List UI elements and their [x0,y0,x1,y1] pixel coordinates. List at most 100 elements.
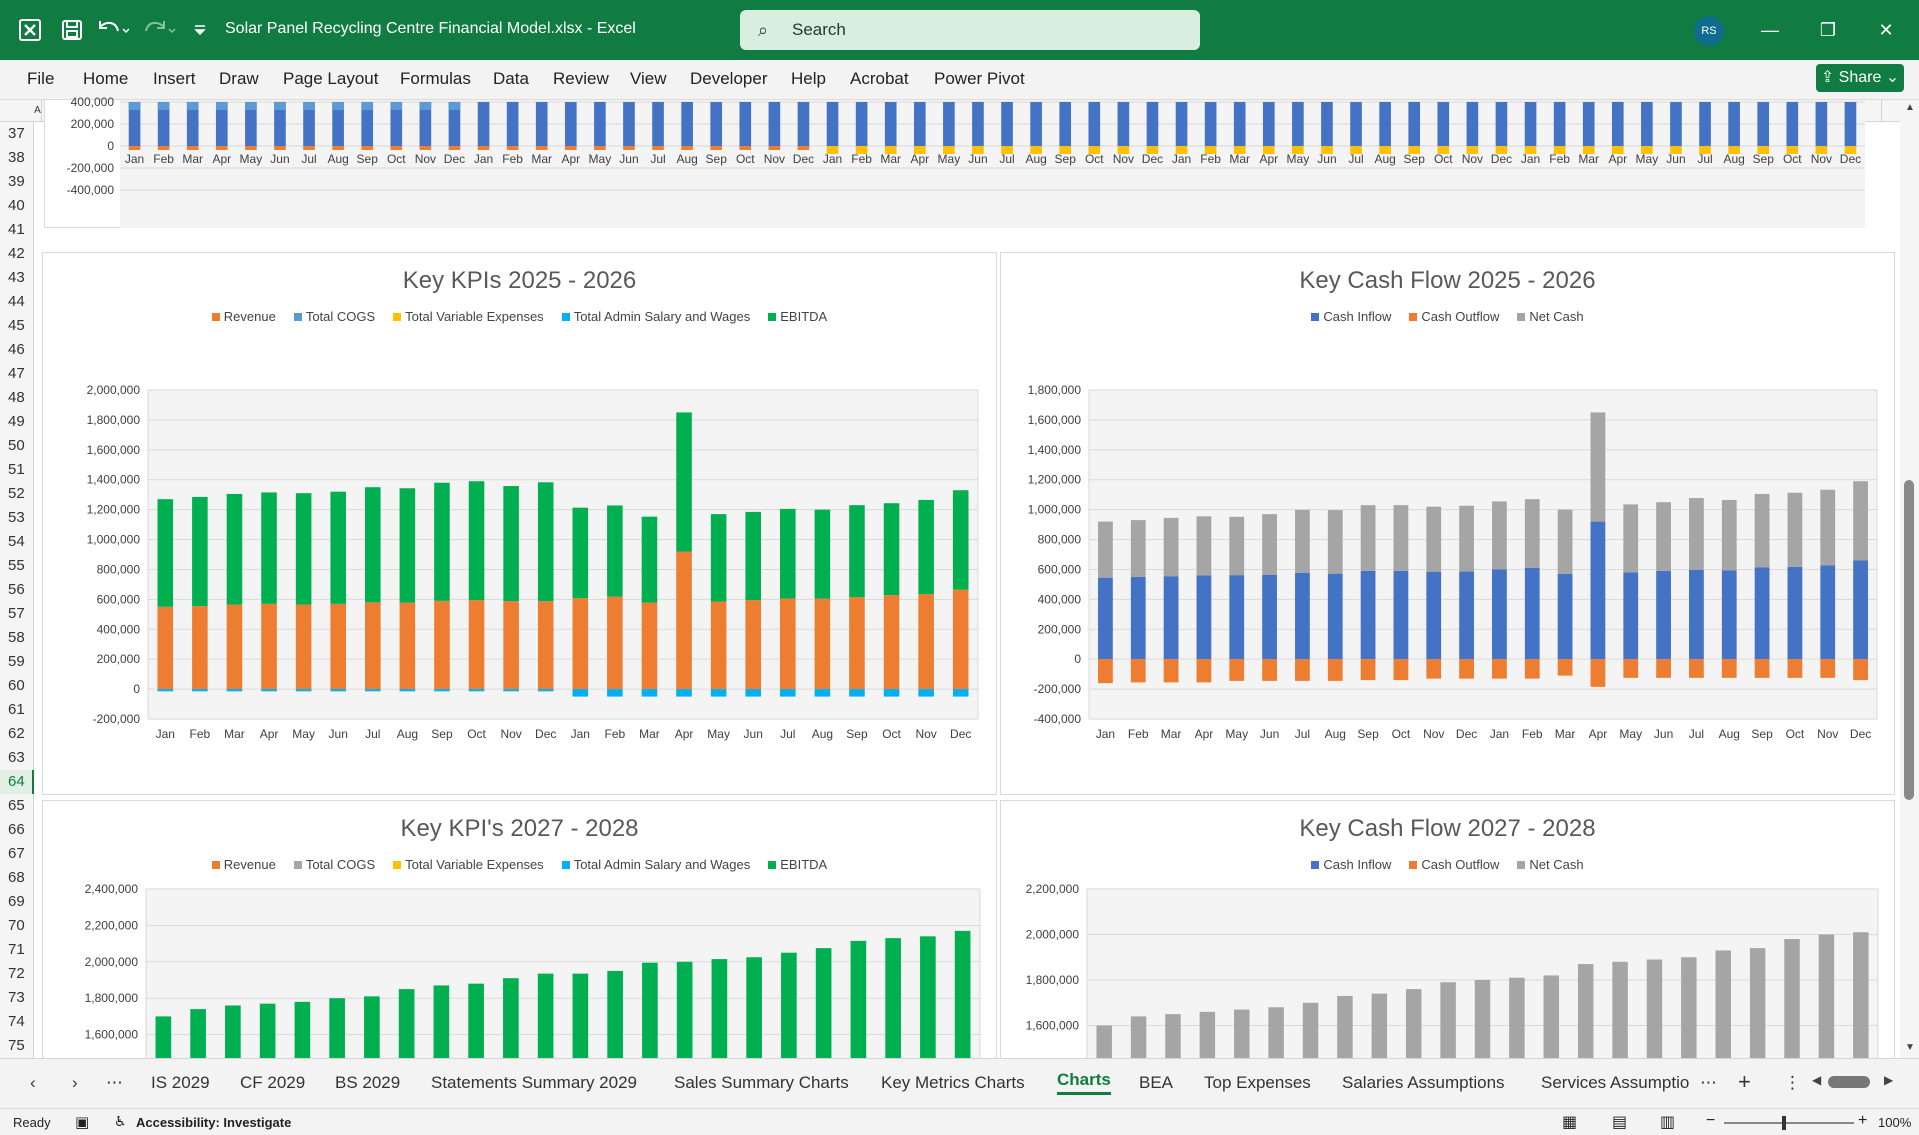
horizontal-scroll-thumb[interactable] [1828,1076,1870,1088]
row-header-48[interactable]: 48 [8,389,25,406]
search-box[interactable]: ⌕ Search [740,10,1200,50]
next-sheet-icon[interactable]: › [72,1073,78,1092]
sheet-tab-key-metrics-charts[interactable]: Key Metrics Charts [881,1073,1025,1092]
tab-view[interactable]: View [630,69,667,88]
row-header-39[interactable]: 39 [8,173,25,190]
row-header-67[interactable]: 67 [8,845,25,862]
save-icon[interactable] [56,14,88,46]
row-header-71[interactable]: 71 [8,941,25,958]
customize-quick-access-icon[interactable] [190,14,210,46]
row-header-57[interactable]: 57 [8,605,25,622]
row-header-70[interactable]: 70 [8,917,25,934]
tab-data[interactable]: Data [493,69,529,88]
minimize-icon[interactable]: — [1761,20,1779,40]
add-sheet-icon[interactable]: + [1738,1069,1751,1094]
row-header-59[interactable]: 59 [8,653,25,670]
tab-page-layout[interactable]: Page Layout [283,69,379,88]
chart-top-partial[interactable]: 400,000 200,000 0 -200,000 -400,000 Jan Feb Mar… [44,95,1865,228]
row-header-72[interactable]: 72 [8,965,25,982]
chart-key-cash-flow-2027[interactable]: Key Cash Flow 2027 - 2028 Cash Inflow Cas… [1000,800,1895,1078]
sheet-tab-bs-2029[interactable]: BS 2029 [335,1073,401,1092]
scroll-down-icon[interactable]: ▼ [1905,1042,1915,1053]
row-header-60[interactable]: 60 [8,677,25,694]
row-header-49[interactable]: 49 [8,413,25,430]
macro-record-icon[interactable]: ▣ [75,1114,90,1131]
tab-help[interactable]: Help [791,69,826,88]
row-header-46[interactable]: 46 [8,341,25,358]
tab-formulas[interactable]: Formulas [400,69,471,88]
share-button[interactable]: ⇪ Share ⌄ [1816,64,1904,92]
user-avatar[interactable]: RS [1694,16,1724,46]
undo-icon[interactable] [94,14,134,46]
row-header-74[interactable]: 74 [8,1013,25,1030]
row-header-51[interactable]: 51 [8,461,25,478]
chart-key-kpis-2025[interactable]: Key KPIs 2025 - 2026 Revenue Total COGS To… [42,252,997,795]
accessibility-status[interactable]: Accessibility: Investigate [136,1115,292,1130]
sheet-tab-top-expenses[interactable]: Top Expenses [1204,1073,1311,1092]
zoom-slider-thumb[interactable] [1782,1116,1786,1130]
horizontal-scrollbar[interactable]: ◀ ▶ [1812,1071,1912,1095]
row-header-68[interactable]: 68 [8,869,25,886]
page-layout-view-icon[interactable]: ▤ [1612,1114,1628,1131]
sheet-tab-bea[interactable]: BEA [1139,1073,1174,1092]
vertical-scroll-thumb[interactable] [1904,480,1914,800]
column-header-a[interactable]: A [34,100,42,122]
close-icon[interactable]: ✕ [1878,20,1894,40]
row-header-54[interactable]: 54 [8,533,25,550]
normal-view-icon[interactable]: ▦ [1562,1114,1578,1131]
tab-review[interactable]: Review [553,69,609,88]
row-header-69[interactable]: 69 [8,893,25,910]
row-header-63[interactable]: 63 [8,749,25,766]
tab-file[interactable]: File [27,69,55,88]
row-header-52[interactable]: 52 [8,485,25,502]
chart-key-kpis-2027[interactable]: Key KPI's 2027 - 2028 Revenue Total COGS T… [42,800,997,1078]
row-header-43[interactable]: 43 [8,269,25,286]
row-header-58[interactable]: 58 [8,629,25,646]
zoom-in-icon[interactable]: + [1858,1112,1868,1129]
worksheet-grid[interactable]: ABCDEFGHIJKLMNOPQRSTUVWX 373839404142434… [0,95,1919,1078]
tab-draw[interactable]: Draw [219,69,259,88]
row-header-37[interactable]: 37 [8,125,25,142]
sheet-tab-cf-2029[interactable]: CF 2029 [240,1073,306,1092]
row-header-64[interactable]: 64 [0,770,34,794]
chart-key-cash-flow-2025[interactable]: Key Cash Flow 2025 - 2026 Cash Inflow Cas… [1000,252,1895,795]
tab-developer[interactable]: Developer [690,69,768,88]
row-header-40[interactable]: 40 [8,197,25,214]
row-header-38[interactable]: 38 [8,149,25,166]
tab-home[interactable]: Home [83,69,129,88]
sheet-tab-sales-summary-charts[interactable]: Sales Summary Charts [674,1073,849,1092]
sheet-tab-salaries-assumptions[interactable]: Salaries Assumptions [1342,1073,1505,1092]
scroll-right-icon[interactable]: ▶ [1884,1073,1894,1087]
sheet-options-icon[interactable]: ⋮ [1784,1073,1801,1092]
row-header-41[interactable]: 41 [8,221,25,238]
zoom-level[interactable]: 100% [1878,1115,1912,1130]
row-header-73[interactable]: 73 [8,989,25,1006]
sheet-tab-services-assumptions[interactable]: Services Assumptio [1541,1073,1689,1092]
sheet-tab-statements-summary-2029[interactable]: Statements Summary 2029 [431,1073,637,1092]
row-header-65[interactable]: 65 [8,797,25,814]
vertical-scrollbar[interactable]: ▲ ▼ [1900,100,1919,1058]
row-header-45[interactable]: 45 [8,317,25,334]
row-header-62[interactable]: 62 [8,725,25,742]
prev-sheet-icon[interactable]: ‹ [30,1073,36,1092]
scroll-left-icon[interactable]: ◀ [1812,1073,1822,1087]
more-tabs-icon[interactable]: ⋯ [1700,1073,1717,1092]
sheet-tab-is-2029[interactable]: IS 2029 [151,1073,210,1092]
tab-power-pivot[interactable]: Power Pivot [934,69,1025,88]
page-break-view-icon[interactable]: ▥ [1660,1114,1676,1131]
row-header-61[interactable]: 61 [8,701,25,718]
sheet-tab-charts[interactable]: Charts [1057,1070,1111,1095]
row-header-55[interactable]: 55 [8,557,25,574]
row-header-50[interactable]: 50 [8,437,25,454]
zoom-out-icon[interactable]: − [1706,1112,1716,1129]
accessibility-icon[interactable]: ♿ [114,1113,127,1129]
redo-icon[interactable] [140,14,180,46]
row-header-47[interactable]: 47 [8,365,25,382]
row-header-44[interactable]: 44 [8,293,25,310]
scroll-up-icon[interactable]: ▲ [1905,102,1915,113]
more-sheets-icon[interactable]: ⋯ [106,1073,123,1092]
tab-insert[interactable]: Insert [153,69,196,88]
zoom-slider[interactable] [1724,1116,1854,1130]
row-header-53[interactable]: 53 [8,509,25,526]
row-header-56[interactable]: 56 [8,581,25,598]
